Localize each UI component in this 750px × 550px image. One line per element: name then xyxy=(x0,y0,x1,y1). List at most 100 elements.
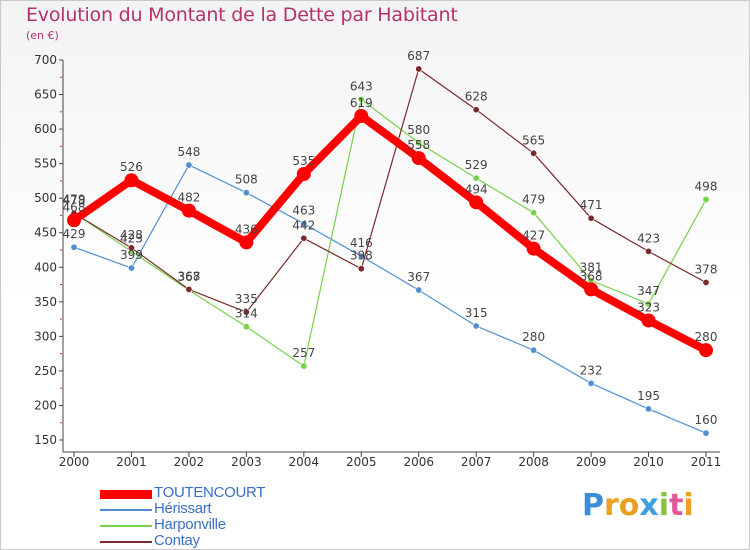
series-line-hérissart xyxy=(73,164,707,434)
data-label: 423 xyxy=(120,231,143,245)
data-point xyxy=(127,244,135,252)
data-label: 468 xyxy=(63,200,86,214)
data-label: 367 xyxy=(407,270,430,284)
data-point xyxy=(530,209,538,217)
data-label: 381 xyxy=(580,260,603,274)
y-tick-label: 450 xyxy=(34,226,57,240)
data-label: 628 xyxy=(465,90,488,104)
data-label: 558 xyxy=(407,138,430,152)
data-label: 280 xyxy=(695,330,718,344)
legend-label: Hérissart xyxy=(154,500,212,517)
logo-letter: r xyxy=(604,488,619,523)
data-point xyxy=(584,282,599,297)
data-label: 378 xyxy=(695,262,718,276)
data-label: 427 xyxy=(522,229,545,243)
y-tick-label: 250 xyxy=(34,364,57,378)
data-point xyxy=(530,346,538,354)
data-point xyxy=(702,429,710,437)
data-label: 643 xyxy=(350,79,373,93)
data-point xyxy=(587,214,595,222)
data-label: 416 xyxy=(350,236,373,250)
data-label: 535 xyxy=(292,154,315,168)
data-point xyxy=(526,241,541,256)
series-line-harponville xyxy=(73,98,707,367)
data-point xyxy=(472,106,480,114)
y-tick-label: 300 xyxy=(34,329,57,343)
logo-letter: i xyxy=(683,488,694,523)
data-point xyxy=(357,95,365,103)
data-point xyxy=(415,139,423,147)
data-label: 619 xyxy=(350,96,373,110)
data-label: 315 xyxy=(465,306,488,320)
data-label: 442 xyxy=(292,218,315,232)
data-point xyxy=(530,149,538,157)
data-label: 257 xyxy=(292,346,315,360)
data-label: 367 xyxy=(177,270,200,284)
data-point xyxy=(124,173,139,188)
data-point xyxy=(67,213,81,228)
y-tick-label: 350 xyxy=(34,295,57,309)
data-label: 423 xyxy=(637,231,660,245)
data-label: 280 xyxy=(522,330,545,344)
data-label: 436 xyxy=(235,222,258,236)
data-point xyxy=(300,234,308,242)
data-point xyxy=(641,313,656,328)
y-tick-label: 200 xyxy=(34,398,57,412)
data-label: 687 xyxy=(407,49,430,63)
x-tick-label: 2001 xyxy=(116,455,147,469)
data-label: 580 xyxy=(407,123,430,137)
data-label: 399 xyxy=(120,248,143,262)
data-point xyxy=(415,65,423,73)
x-tick-label: 2004 xyxy=(289,455,320,469)
data-label: 160 xyxy=(695,413,718,427)
logo-letter: i xyxy=(658,488,670,523)
y-tick-label: 400 xyxy=(34,260,57,274)
data-point xyxy=(300,220,308,228)
data-label: 368 xyxy=(177,269,200,283)
data-point xyxy=(296,167,311,181)
data-label: 347 xyxy=(637,284,660,298)
data-label: 494 xyxy=(465,182,488,196)
data-point xyxy=(415,286,423,294)
data-point xyxy=(70,243,78,251)
x-tick-label: 2009 xyxy=(576,455,607,469)
proxiti-logo: Proxiti xyxy=(582,488,694,523)
data-label: 548 xyxy=(177,145,200,159)
x-tick-label: 2006 xyxy=(403,455,434,469)
data-point xyxy=(587,379,595,387)
data-point xyxy=(185,161,193,169)
y-tick-label: 600 xyxy=(34,122,57,136)
data-point xyxy=(702,196,710,204)
y-tick-label: 700 xyxy=(34,53,57,67)
series-line-contay xyxy=(73,68,707,313)
x-tick-label: 2005 xyxy=(346,455,377,469)
data-point xyxy=(699,343,713,358)
x-tick-label: 2002 xyxy=(174,455,205,469)
logo-letter: x xyxy=(639,488,659,523)
x-tick-label: 2000 xyxy=(59,455,90,469)
data-point xyxy=(645,405,653,413)
legend-swatch xyxy=(100,525,152,527)
data-label: 232 xyxy=(580,363,603,377)
data-label: 529 xyxy=(465,158,488,172)
legend-label: TOUTENCOURT xyxy=(154,484,266,501)
data-label: 479 xyxy=(63,193,86,207)
data-label: 508 xyxy=(235,173,258,187)
legend-swatch xyxy=(100,541,152,543)
data-point xyxy=(645,300,653,308)
logo-letter: o xyxy=(618,488,640,523)
legend-swatch xyxy=(100,490,152,499)
data-label: 498 xyxy=(695,180,718,194)
logo-letter: P xyxy=(582,488,604,523)
data-point xyxy=(357,265,365,273)
data-label: 463 xyxy=(292,204,315,218)
legend-label: Contay xyxy=(154,532,200,549)
data-point xyxy=(242,308,250,316)
data-point xyxy=(239,235,254,250)
data-point xyxy=(702,278,710,286)
y-tick-label: 150 xyxy=(34,433,57,447)
data-point xyxy=(185,285,193,293)
y-tick-label: 550 xyxy=(34,157,57,171)
x-tick-label: 2008 xyxy=(518,455,549,469)
